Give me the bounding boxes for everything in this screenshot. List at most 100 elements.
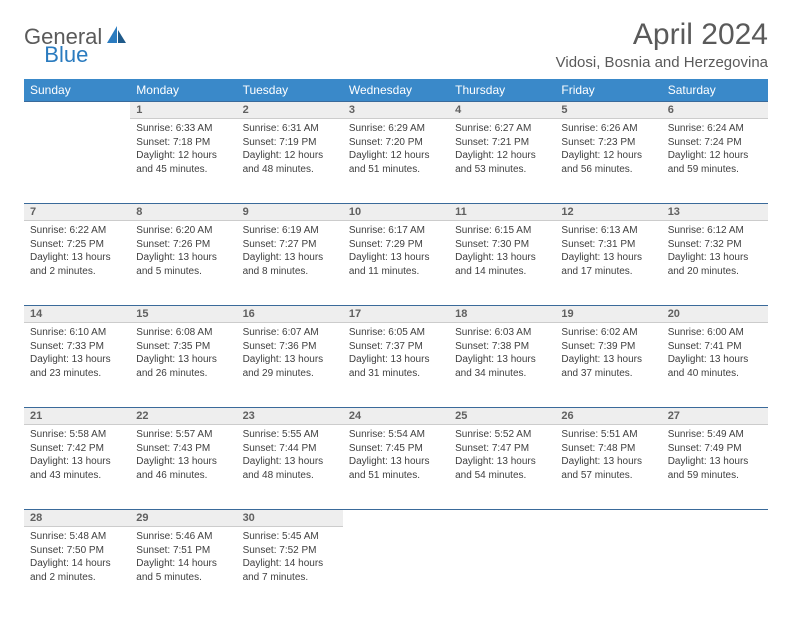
day-body-cell: [24, 119, 130, 204]
sunrise-line: Sunrise: 5:51 AM: [561, 428, 655, 442]
daylight-line: Daylight: 13 hours and 48 minutes.: [243, 455, 337, 482]
day-number-cell: 16: [237, 306, 343, 323]
sunrise-line: Sunrise: 5:45 AM: [243, 530, 337, 544]
sunset-line: Sunset: 7:41 PM: [668, 340, 762, 354]
day-body-row: Sunrise: 6:10 AMSunset: 7:33 PMDaylight:…: [24, 323, 768, 408]
sunset-line: Sunset: 7:52 PM: [243, 544, 337, 558]
day-number-cell: 15: [130, 306, 236, 323]
daylight-line: Daylight: 13 hours and 31 minutes.: [349, 353, 443, 380]
sunrise-line: Sunrise: 6:13 AM: [561, 224, 655, 238]
day-number-cell: 23: [237, 408, 343, 425]
daylight-line: Daylight: 13 hours and 11 minutes.: [349, 251, 443, 278]
daylight-line: Daylight: 13 hours and 2 minutes.: [30, 251, 124, 278]
day-number-cell: 20: [662, 306, 768, 323]
day-body-cell: Sunrise: 5:45 AMSunset: 7:52 PMDaylight:…: [237, 527, 343, 612]
day-body-cell: Sunrise: 5:54 AMSunset: 7:45 PMDaylight:…: [343, 425, 449, 510]
day-body-cell: Sunrise: 6:29 AMSunset: 7:20 PMDaylight:…: [343, 119, 449, 204]
day-body-cell: Sunrise: 6:15 AMSunset: 7:30 PMDaylight:…: [449, 221, 555, 306]
sunrise-line: Sunrise: 6:27 AM: [455, 122, 549, 136]
month-title: April 2024: [556, 18, 768, 52]
day-body-cell: Sunrise: 6:22 AMSunset: 7:25 PMDaylight:…: [24, 221, 130, 306]
sunset-line: Sunset: 7:20 PM: [349, 136, 443, 150]
sunset-line: Sunset: 7:39 PM: [561, 340, 655, 354]
day-number-cell: 8: [130, 204, 236, 221]
day-number-cell: 21: [24, 408, 130, 425]
day-header: Monday: [130, 79, 236, 102]
day-body-cell: Sunrise: 6:08 AMSunset: 7:35 PMDaylight:…: [130, 323, 236, 408]
title-block: April 2024 Vidosi, Bosnia and Herzegovin…: [556, 18, 768, 71]
day-number-cell: 10: [343, 204, 449, 221]
daylight-line: Daylight: 13 hours and 57 minutes.: [561, 455, 655, 482]
daylight-line: Daylight: 13 hours and 29 minutes.: [243, 353, 337, 380]
day-number-cell: [662, 510, 768, 527]
daylight-line: Daylight: 13 hours and 43 minutes.: [30, 455, 124, 482]
day-number-cell: 14: [24, 306, 130, 323]
day-number-cell: 2: [237, 102, 343, 119]
daylight-line: Daylight: 14 hours and 5 minutes.: [136, 557, 230, 584]
day-body-cell: Sunrise: 5:58 AMSunset: 7:42 PMDaylight:…: [24, 425, 130, 510]
day-body-cell: Sunrise: 6:13 AMSunset: 7:31 PMDaylight:…: [555, 221, 661, 306]
daylight-line: Daylight: 13 hours and 40 minutes.: [668, 353, 762, 380]
header: General Blue April 2024 Vidosi, Bosnia a…: [24, 18, 768, 71]
sunset-line: Sunset: 7:33 PM: [30, 340, 124, 354]
daylight-line: Daylight: 12 hours and 48 minutes.: [243, 149, 337, 176]
sunset-line: Sunset: 7:37 PM: [349, 340, 443, 354]
day-number-cell: 24: [343, 408, 449, 425]
daylight-line: Daylight: 13 hours and 23 minutes.: [30, 353, 124, 380]
day-body-cell: Sunrise: 6:10 AMSunset: 7:33 PMDaylight:…: [24, 323, 130, 408]
sunrise-line: Sunrise: 6:17 AM: [349, 224, 443, 238]
sunset-line: Sunset: 7:36 PM: [243, 340, 337, 354]
daylight-line: Daylight: 13 hours and 37 minutes.: [561, 353, 655, 380]
daylight-line: Daylight: 13 hours and 5 minutes.: [136, 251, 230, 278]
sunrise-line: Sunrise: 6:29 AM: [349, 122, 443, 136]
day-body-cell: Sunrise: 5:51 AMSunset: 7:48 PMDaylight:…: [555, 425, 661, 510]
day-header: Saturday: [662, 79, 768, 102]
day-number-row: 14151617181920: [24, 306, 768, 323]
calendar-table: Sunday Monday Tuesday Wednesday Thursday…: [24, 79, 768, 611]
daylight-line: Daylight: 12 hours and 53 minutes.: [455, 149, 549, 176]
calendar-page: General Blue April 2024 Vidosi, Bosnia a…: [0, 0, 792, 629]
day-header-row: Sunday Monday Tuesday Wednesday Thursday…: [24, 79, 768, 102]
daylight-line: Daylight: 13 hours and 14 minutes.: [455, 251, 549, 278]
sunset-line: Sunset: 7:47 PM: [455, 442, 549, 456]
daylight-line: Daylight: 13 hours and 20 minutes.: [668, 251, 762, 278]
sunset-line: Sunset: 7:42 PM: [30, 442, 124, 456]
day-number-cell: 27: [662, 408, 768, 425]
sunset-line: Sunset: 7:38 PM: [455, 340, 549, 354]
sunset-line: Sunset: 7:26 PM: [136, 238, 230, 252]
day-body-cell: Sunrise: 6:02 AMSunset: 7:39 PMDaylight:…: [555, 323, 661, 408]
day-number-cell: 28: [24, 510, 130, 527]
sunrise-line: Sunrise: 6:24 AM: [668, 122, 762, 136]
day-number-cell: [555, 510, 661, 527]
day-body-cell: Sunrise: 5:55 AMSunset: 7:44 PMDaylight:…: [237, 425, 343, 510]
day-header: Tuesday: [237, 79, 343, 102]
daylight-line: Daylight: 13 hours and 51 minutes.: [349, 455, 443, 482]
sunrise-line: Sunrise: 5:57 AM: [136, 428, 230, 442]
sunrise-line: Sunrise: 5:52 AM: [455, 428, 549, 442]
day-body-cell: Sunrise: 6:33 AMSunset: 7:18 PMDaylight:…: [130, 119, 236, 204]
sunrise-line: Sunrise: 5:49 AM: [668, 428, 762, 442]
day-body-cell: Sunrise: 5:48 AMSunset: 7:50 PMDaylight:…: [24, 527, 130, 612]
day-body-cell: Sunrise: 6:20 AMSunset: 7:26 PMDaylight:…: [130, 221, 236, 306]
daylight-line: Daylight: 13 hours and 34 minutes.: [455, 353, 549, 380]
day-number-cell: 12: [555, 204, 661, 221]
brand-logo: General Blue: [24, 24, 176, 50]
day-number-row: 123456: [24, 102, 768, 119]
day-body-cell: Sunrise: 6:05 AMSunset: 7:37 PMDaylight:…: [343, 323, 449, 408]
day-number-cell: 9: [237, 204, 343, 221]
day-number-cell: 25: [449, 408, 555, 425]
day-header: Thursday: [449, 79, 555, 102]
sunset-line: Sunset: 7:18 PM: [136, 136, 230, 150]
day-body-cell: Sunrise: 6:27 AMSunset: 7:21 PMDaylight:…: [449, 119, 555, 204]
daylight-line: Daylight: 12 hours and 45 minutes.: [136, 149, 230, 176]
daylight-line: Daylight: 14 hours and 2 minutes.: [30, 557, 124, 584]
sunrise-line: Sunrise: 5:46 AM: [136, 530, 230, 544]
sunrise-line: Sunrise: 5:58 AM: [30, 428, 124, 442]
daylight-line: Daylight: 13 hours and 8 minutes.: [243, 251, 337, 278]
day-body-cell: Sunrise: 6:19 AMSunset: 7:27 PMDaylight:…: [237, 221, 343, 306]
day-header: Wednesday: [343, 79, 449, 102]
day-number-cell: [343, 510, 449, 527]
day-body-row: Sunrise: 5:58 AMSunset: 7:42 PMDaylight:…: [24, 425, 768, 510]
day-body-cell: Sunrise: 6:24 AMSunset: 7:24 PMDaylight:…: [662, 119, 768, 204]
day-number-cell: 7: [24, 204, 130, 221]
